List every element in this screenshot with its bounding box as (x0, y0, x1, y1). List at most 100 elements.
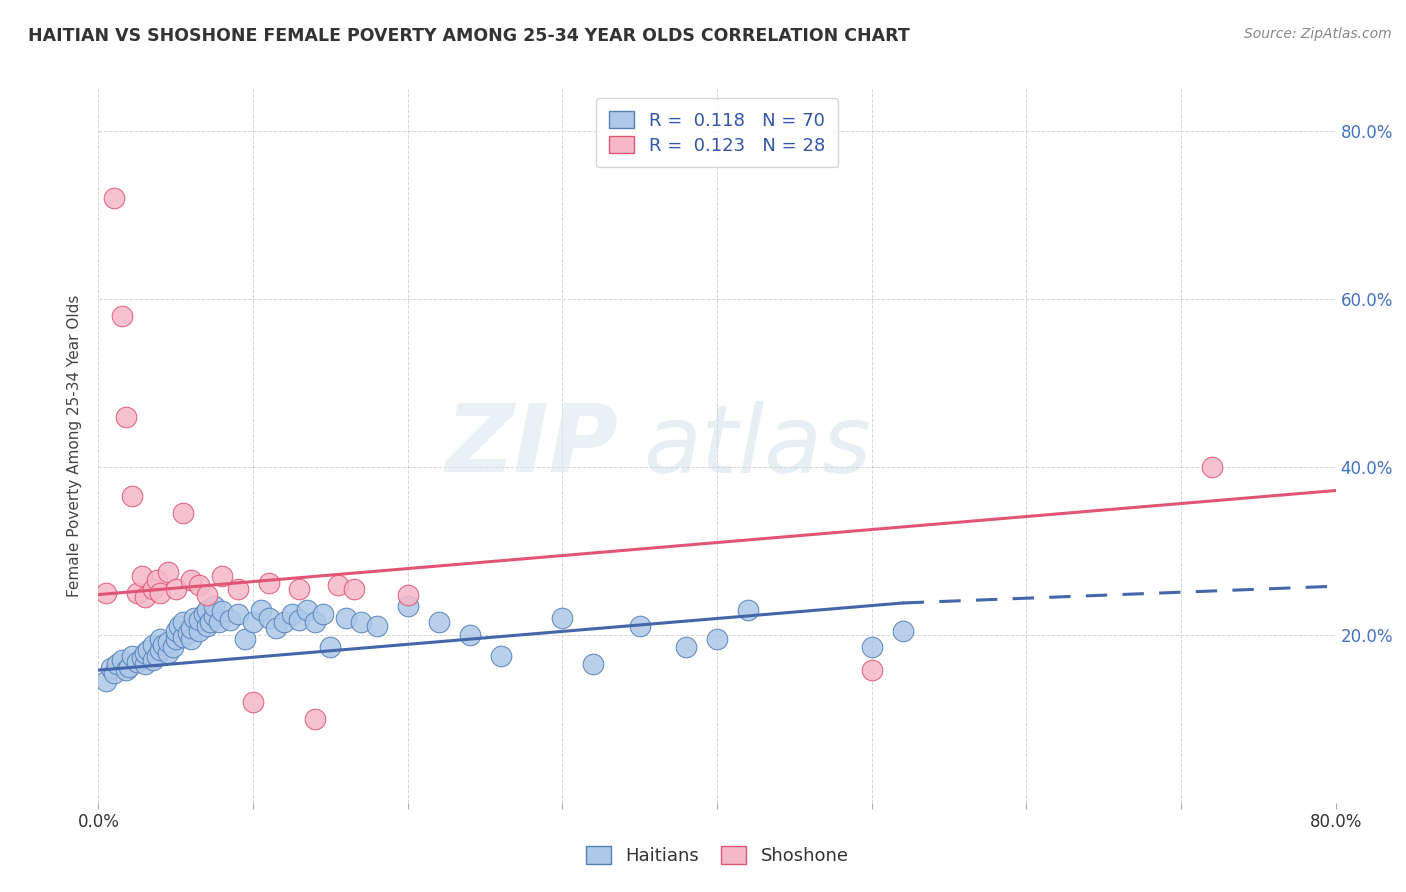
Point (273, 615, 295, 630)
Point (134, 657, 156, 672)
Point (226, 607, 249, 621)
Point (127, 655, 149, 669)
Point (131, 569, 153, 583)
Point (183, 611, 205, 625)
Point (96, 674, 118, 689)
Point (111, 653, 134, 667)
Point (157, 634, 180, 648)
Legend: Haitians, Shoshone: Haitians, Shoshone (575, 836, 859, 876)
Point (121, 489, 143, 503)
Point (149, 643, 172, 657)
Point (242, 615, 264, 630)
Point (675, 640, 697, 655)
Point (304, 712, 326, 726)
Point (343, 582, 366, 596)
Point (173, 506, 195, 520)
Point (121, 648, 143, 663)
Point (366, 619, 388, 633)
Point (142, 653, 165, 667)
Point (257, 611, 280, 625)
Point (195, 619, 218, 633)
Point (350, 615, 373, 630)
Point (319, 640, 342, 655)
Point (257, 575, 280, 590)
Point (458, 628, 481, 642)
Point (146, 648, 169, 663)
Point (180, 621, 202, 635)
Point (219, 613, 242, 627)
Point (136, 643, 159, 657)
Point (297, 603, 319, 617)
Point (737, 603, 759, 617)
Point (180, 574, 202, 588)
Point (157, 646, 180, 660)
Point (103, 665, 125, 680)
Point (891, 624, 914, 638)
Point (162, 640, 184, 655)
Point (235, 632, 257, 646)
Point (173, 630, 195, 644)
Point (211, 569, 233, 583)
Point (242, 695, 264, 709)
Point (173, 615, 195, 630)
Point (860, 663, 883, 677)
Point (266, 621, 288, 635)
Point (188, 577, 211, 591)
Point (489, 648, 512, 663)
Point (396, 588, 419, 602)
Point (149, 586, 172, 600)
Point (180, 632, 202, 646)
Point (152, 638, 174, 652)
Point (204, 609, 226, 624)
Point (165, 582, 187, 596)
Point (312, 607, 335, 621)
Point (146, 574, 169, 588)
Point (165, 624, 187, 638)
Point (131, 651, 153, 665)
Y-axis label: Female Poverty Among 25-34 Year Olds: Female Poverty Among 25-34 Year Olds (67, 295, 83, 597)
Point (193, 607, 215, 621)
Point (118, 660, 141, 674)
Point (208, 615, 231, 630)
Point (100, 661, 122, 675)
Point (204, 599, 226, 613)
Point (111, 309, 134, 323)
Point (288, 613, 311, 627)
Point (250, 603, 273, 617)
Point (165, 632, 187, 646)
Point (551, 611, 574, 625)
Point (427, 615, 450, 630)
Point (281, 607, 304, 621)
Point (195, 603, 218, 617)
Point (195, 588, 218, 602)
Point (396, 599, 419, 613)
Text: Source: ZipAtlas.com: Source: ZipAtlas.com (1244, 27, 1392, 41)
Point (177, 626, 200, 640)
Point (142, 582, 165, 596)
Point (860, 640, 883, 655)
Point (188, 613, 211, 627)
Point (96, 586, 118, 600)
Point (706, 632, 728, 646)
Text: atlas: atlas (643, 401, 872, 491)
Point (1201, 460, 1223, 475)
Point (335, 611, 357, 625)
Point (142, 638, 165, 652)
Point (188, 624, 211, 638)
Point (127, 586, 149, 600)
Point (288, 582, 311, 596)
Point (628, 619, 651, 633)
Point (167, 619, 190, 633)
Point (134, 646, 156, 660)
Text: ZIP: ZIP (446, 400, 619, 492)
Point (157, 565, 180, 579)
Point (198, 615, 221, 630)
Point (103, 191, 125, 205)
Point (582, 657, 605, 672)
Point (226, 582, 249, 596)
Point (304, 615, 326, 630)
Point (134, 590, 156, 604)
Text: HAITIAN VS SHOSHONE FEMALE POVERTY AMONG 25-34 YEAR OLDS CORRELATION CHART: HAITIAN VS SHOSHONE FEMALE POVERTY AMONG… (28, 27, 910, 45)
Point (211, 604, 233, 618)
Point (149, 632, 172, 646)
